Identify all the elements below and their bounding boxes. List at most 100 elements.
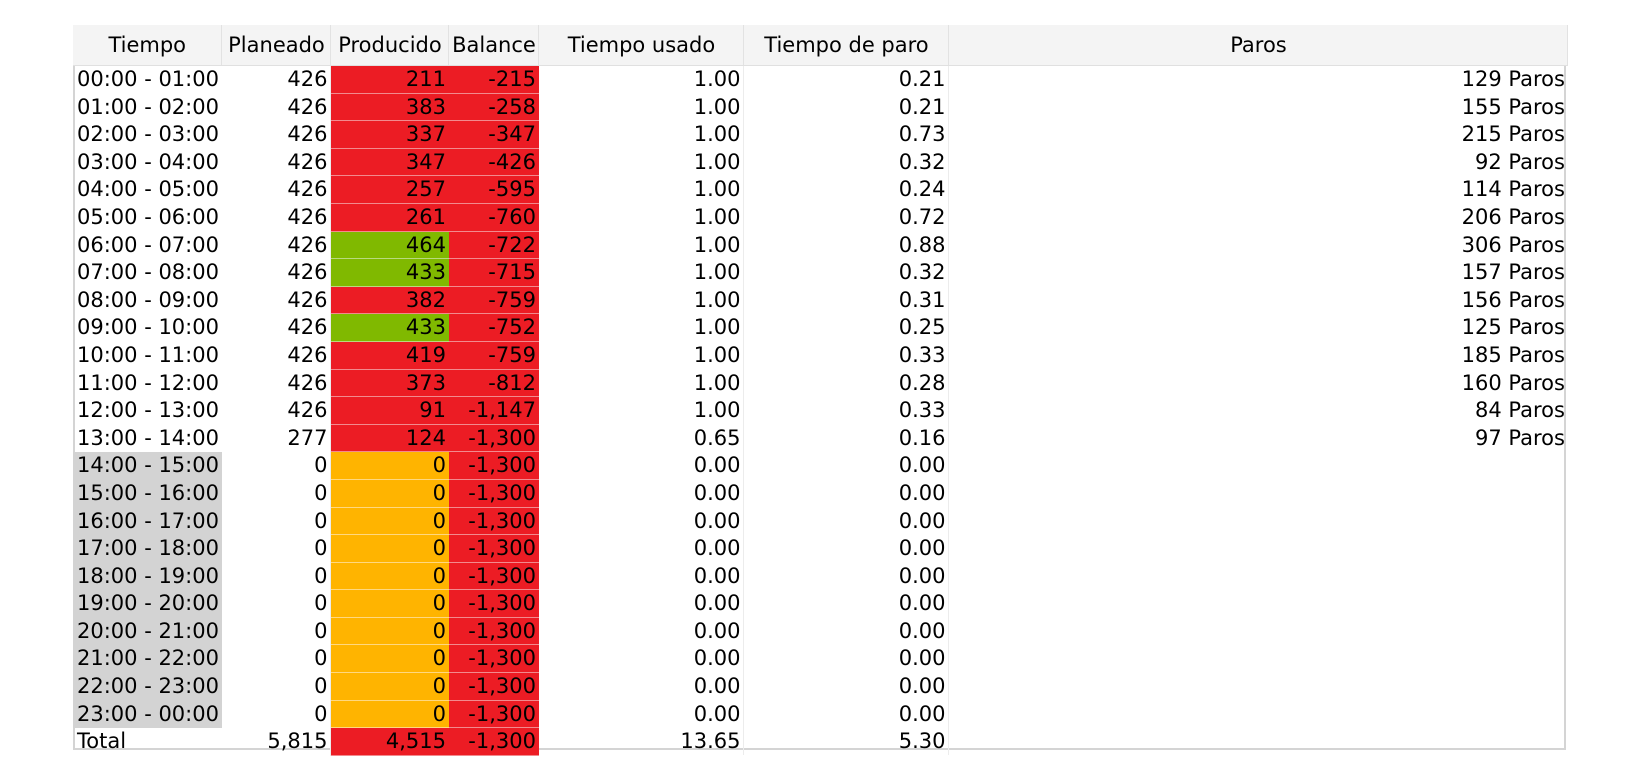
cell-tiempo: 02:00 - 03:00	[77, 122, 219, 147]
cell-planeado: 0	[221, 672, 332, 701]
table-row[interactable]: 21:00 - 22:00 0 0 -1,300 0.00 0.00	[73, 644, 1568, 674]
cell-tiempo-usado: 0.00	[538, 451, 745, 480]
cell-balance: -759	[448, 286, 539, 315]
cell-balance: -426	[448, 148, 539, 177]
table-row[interactable]: 15:00 - 16:00 0 0 -1,300 0.00 0.00	[73, 479, 1568, 508]
cell-producido: 419	[330, 341, 449, 370]
cell-paros: 215 Paros	[1461, 122, 1565, 147]
cell-tiempo-paro: 0.21	[743, 65, 950, 94]
cell-tiempo: 20:00 - 21:00	[73, 617, 222, 645]
table-row[interactable]: 12:00 - 13:00 426 91 -1,147 1.00 0.33 84 Paros	[73, 396, 1568, 425]
header-tiempo[interactable]: Tiempo	[73, 25, 223, 66]
cell-tiempo-paro: 0.28	[743, 369, 950, 397]
header-planeado[interactable]: Planeado	[221, 25, 332, 66]
cell-balance: -595	[448, 175, 539, 204]
cell-paros	[949, 479, 1568, 507]
table-row[interactable]: 17:00 - 18:00 0 0 -1,300 0.00 0.00	[73, 534, 1568, 563]
cell-balance: -1,300	[448, 589, 539, 618]
cell-tiempo-paro: 0.00	[743, 507, 950, 535]
cell-paros: 114 Paros	[1461, 177, 1565, 202]
cell-producido: 0	[330, 507, 449, 536]
table-row[interactable]: 14:00 - 15:00 0 0 -1,300 0.00 0.00	[73, 451, 1568, 480]
cell-tiempo-paro: 0.00	[743, 617, 950, 645]
cell-producido: 211	[330, 65, 449, 94]
table-row[interactable]: 23:00 - 00:00 0 0 -1,300 0.00 0.00	[73, 700, 1568, 729]
table-row[interactable]: 05:00 - 06:00 426 261 -760 1.00 0.72 206 Paros	[73, 203, 1568, 232]
table-row[interactable]: 04:00 - 05:00 426 257 -595 1.00 0.24 114 Paros	[73, 175, 1568, 204]
cell-tiempo-paro: 0.88	[743, 231, 950, 259]
table-row[interactable]: 19:00 - 20:00 0 0 -1,300 0.00 0.00	[73, 589, 1568, 618]
cell-tiempo-usado: 1.00	[538, 369, 745, 397]
cell-producido: 433	[330, 313, 449, 342]
cell-paros: 92 Paros	[1475, 149, 1565, 174]
table-row[interactable]: 01:00 - 02:00 426 383 -258 1.00 0.21 155 Paros	[73, 93, 1568, 122]
header-producido[interactable]: Producido	[330, 25, 450, 66]
cell-balance: -1,147	[448, 396, 539, 425]
cell-planeado: 426	[221, 203, 332, 232]
table-row[interactable]: 10:00 - 11:00 426 419 -759 1.00 0.33 185 Paros	[73, 341, 1568, 370]
header-row: Tiempo Planeado Producido Balance Tiempo…	[73, 25, 1569, 66]
cell-planeado: 0	[221, 507, 332, 535]
table-row[interactable]: 03:00 - 04:00 426 347 -426 1.00 0.32 92 Paros	[73, 148, 1568, 177]
cell-paros: 155 Paros	[1461, 94, 1565, 119]
table-row[interactable]: 00:00 - 01:00 426 211 -215 1.00 0.21 129 Paros	[73, 65, 1568, 94]
cell-planeado: 426	[221, 313, 332, 342]
cell-planeado: 426	[221, 93, 332, 121]
cell-tiempo-usado: 1.00	[538, 65, 745, 94]
cell-producido: 0	[330, 589, 449, 618]
cell-planeado: 426	[221, 369, 332, 397]
cell-producido: 0	[330, 617, 449, 646]
table-row[interactable]: 20:00 - 21:00 0 0 -1,300 0.00 0.00	[73, 617, 1568, 646]
table-row[interactable]: 06:00 - 07:00 426 464 -722 1.00 0.88 306 Paros	[73, 231, 1568, 260]
total-planeado: 5,815	[221, 727, 332, 756]
cell-producido: 373	[330, 369, 449, 398]
cell-planeado: 426	[221, 341, 332, 370]
table-row[interactable]: 13:00 - 14:00 277 124 -1,300 0.65 0.16 97 Paro…	[73, 424, 1568, 453]
cell-tiempo-usado: 1.00	[538, 120, 745, 149]
table-row[interactable]: 02:00 - 03:00 426 337 -347 1.00 0.73 215 Paros	[73, 120, 1568, 149]
cell-tiempo: 19:00 - 20:00	[73, 589, 222, 618]
table-row[interactable]: 09:00 - 10:00 426 433 -752 1.00 0.25 125 Paros	[73, 313, 1568, 342]
header-tiempo-usado[interactable]: Tiempo usado	[538, 25, 745, 66]
table-row[interactable]: 22:00 - 23:00 0 0 -1,300 0.00 0.00	[73, 672, 1568, 701]
cell-tiempo-usado: 0.00	[538, 617, 745, 645]
table-body: 00:00 - 01:00 426 211 -215 1.00 0.21 129 Paros…	[73, 65, 1568, 729]
cell-tiempo-usado: 0.65	[538, 424, 745, 452]
cell-paros: 129 Paros	[1461, 67, 1565, 92]
cell-planeado: 0	[221, 700, 332, 728]
cell-tiempo-paro: 0.16	[743, 424, 950, 452]
cell-planeado: 426	[221, 65, 332, 94]
cell-tiempo-usado: 1.00	[538, 396, 745, 425]
cell-balance: -715	[448, 258, 539, 287]
cell-paros: 157 Paros	[1461, 260, 1565, 285]
cell-tiempo: 11:00 - 12:00	[77, 370, 219, 395]
cell-balance: -722	[448, 231, 539, 260]
header-tiempo-paro[interactable]: Tiempo de paro	[743, 25, 950, 66]
cell-producido: 433	[330, 258, 449, 287]
cell-tiempo-usado: 1.00	[538, 93, 745, 121]
cell-tiempo-usado: 0.00	[538, 534, 745, 563]
table-row[interactable]: 07:00 - 08:00 426 433 -715 1.00 0.32 157 Paros	[73, 258, 1568, 287]
cell-paros: 84 Paros	[1475, 398, 1565, 423]
table-row[interactable]: 16:00 - 17:00 0 0 -1,300 0.00 0.00	[73, 507, 1568, 536]
cell-tiempo-paro: 0.21	[743, 93, 950, 121]
cell-balance: -1,300	[448, 424, 539, 453]
table-row[interactable]: 11:00 - 12:00 426 373 -812 1.00 0.28 160 Paros	[73, 369, 1568, 398]
table-row[interactable]: 08:00 - 09:00 426 382 -759 1.00 0.31 156 Paros	[73, 286, 1568, 315]
cell-balance: -258	[448, 93, 539, 122]
total-row[interactable]: Total 5,815 4,515 -1,300 13.65 5.30	[73, 727, 1568, 756]
header-paros[interactable]: Paros	[948, 25, 1569, 66]
cell-tiempo: 14:00 - 15:00	[73, 451, 222, 480]
cell-tiempo-paro: 0.32	[743, 148, 950, 176]
cell-tiempo: 15:00 - 16:00	[73, 479, 222, 507]
cell-tiempo-paro: 0.33	[743, 341, 950, 370]
cell-balance: -1,300	[448, 617, 539, 646]
table-row[interactable]: 18:00 - 19:00 0 0 -1,300 0.00 0.00	[73, 562, 1568, 591]
cell-paros	[949, 673, 1568, 701]
header-balance[interactable]: Balance	[448, 25, 540, 66]
cell-producido: 464	[330, 231, 449, 260]
cell-tiempo: 23:00 - 00:00	[73, 700, 222, 728]
cell-paros: 156 Paros	[1461, 287, 1565, 312]
cell-planeado: 426	[221, 231, 332, 259]
cell-paros: 185 Paros	[1461, 342, 1565, 367]
